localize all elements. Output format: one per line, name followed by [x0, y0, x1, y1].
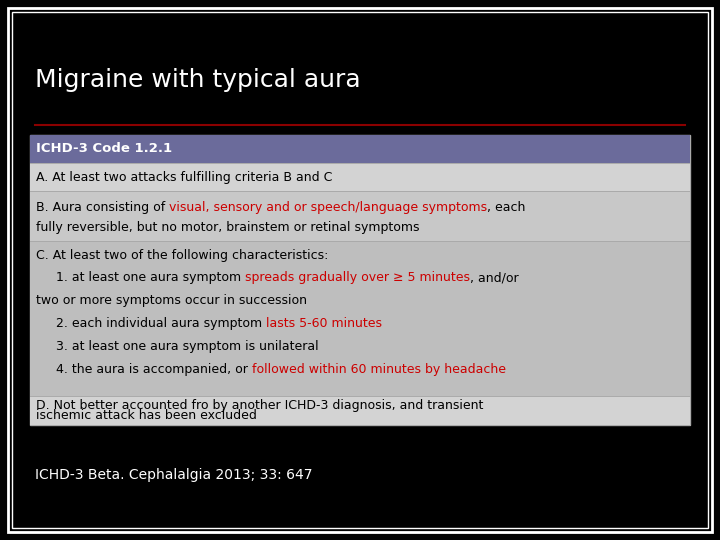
Bar — [30, 135, 690, 425]
Text: 4. the aura is accompanied, or: 4. the aura is accompanied, or — [36, 363, 252, 376]
Text: A. At least two attacks fulfilling criteria B and C: A. At least two attacks fulfilling crite… — [36, 171, 333, 184]
Text: Migraine with typical aura: Migraine with typical aura — [35, 68, 361, 92]
Text: D. Not better accounted fro by another ICHD-3 diagnosis, and transient: D. Not better accounted fro by another I… — [36, 399, 483, 412]
Text: , and/or: , and/or — [470, 271, 518, 285]
Text: 2. each individual aura symptom: 2. each individual aura symptom — [36, 317, 266, 330]
Text: , each: , each — [487, 200, 526, 213]
Text: 1. at least one aura symptom: 1. at least one aura symptom — [36, 271, 245, 285]
Bar — [30, 191, 690, 241]
Text: ischemic attack has been excluded: ischemic attack has been excluded — [36, 409, 257, 422]
Text: 3. at least one aura symptom is unilateral: 3. at least one aura symptom is unilater… — [36, 340, 319, 353]
Bar — [30, 163, 690, 191]
Bar — [30, 135, 690, 163]
Text: lasts 5-60 minutes: lasts 5-60 minutes — [266, 317, 382, 330]
Text: two or more symptoms occur in succession: two or more symptoms occur in succession — [36, 294, 307, 307]
Text: C. At least two of the following characteristics:: C. At least two of the following charact… — [36, 248, 328, 261]
Text: visual, sensory and or speech/language symptoms: visual, sensory and or speech/language s… — [169, 200, 487, 213]
Text: fully reversible, but no motor, brainstem or retinal symptoms: fully reversible, but no motor, brainste… — [36, 220, 420, 233]
Bar — [30, 396, 690, 425]
Text: B. Aura consisting of: B. Aura consisting of — [36, 200, 169, 213]
Text: spreads gradually over ≥ 5 minutes: spreads gradually over ≥ 5 minutes — [245, 271, 470, 285]
Bar — [30, 241, 690, 396]
Text: ICHD-3 Code 1.2.1: ICHD-3 Code 1.2.1 — [36, 143, 172, 156]
Text: ICHD-3 Beta. Cephalalgia 2013; 33: 647: ICHD-3 Beta. Cephalalgia 2013; 33: 647 — [35, 468, 312, 482]
Text: followed within 60 minutes by headache: followed within 60 minutes by headache — [252, 363, 506, 376]
